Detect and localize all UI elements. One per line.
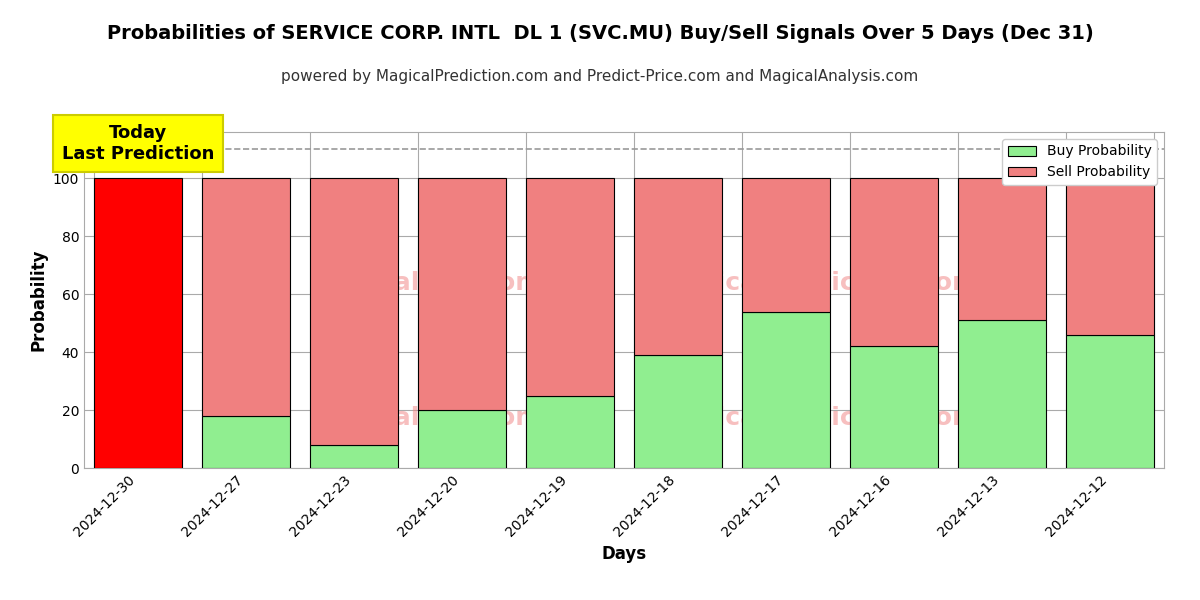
- Bar: [958, 178, 1046, 320]
- Bar: [418, 410, 506, 468]
- Y-axis label: Probability: Probability: [29, 249, 47, 351]
- X-axis label: Days: Days: [601, 545, 647, 563]
- Bar: [202, 416, 290, 468]
- Text: powered by MagicalPrediction.com and Predict-Price.com and MagicalAnalysis.com: powered by MagicalPrediction.com and Pre…: [281, 69, 919, 84]
- Bar: [202, 178, 290, 416]
- Text: Probabilities of SERVICE CORP. INTL  DL 1 (SVC.MU) Buy/Sell Signals Over 5 Days : Probabilities of SERVICE CORP. INTL DL 1…: [107, 24, 1093, 43]
- Text: MagicalPrediction.com: MagicalPrediction.com: [658, 271, 979, 295]
- Bar: [526, 395, 614, 468]
- Bar: [850, 346, 938, 468]
- Bar: [310, 178, 398, 445]
- Bar: [526, 178, 614, 395]
- Bar: [850, 178, 938, 346]
- Bar: [418, 178, 506, 410]
- Bar: [1066, 335, 1154, 468]
- Text: calAnalysis.com: calAnalysis.com: [317, 271, 542, 295]
- Bar: [94, 178, 182, 468]
- Bar: [634, 178, 722, 355]
- Bar: [958, 320, 1046, 468]
- Text: calAnalysis.com: calAnalysis.com: [317, 406, 542, 430]
- Bar: [1066, 178, 1154, 335]
- Bar: [742, 311, 830, 468]
- Bar: [310, 445, 398, 468]
- Text: Today
Last Prediction: Today Last Prediction: [62, 124, 214, 163]
- Text: MagicalPrediction.com: MagicalPrediction.com: [658, 406, 979, 430]
- Bar: [634, 355, 722, 468]
- Bar: [742, 178, 830, 311]
- Legend: Buy Probability, Sell Probability: Buy Probability, Sell Probability: [1002, 139, 1157, 185]
